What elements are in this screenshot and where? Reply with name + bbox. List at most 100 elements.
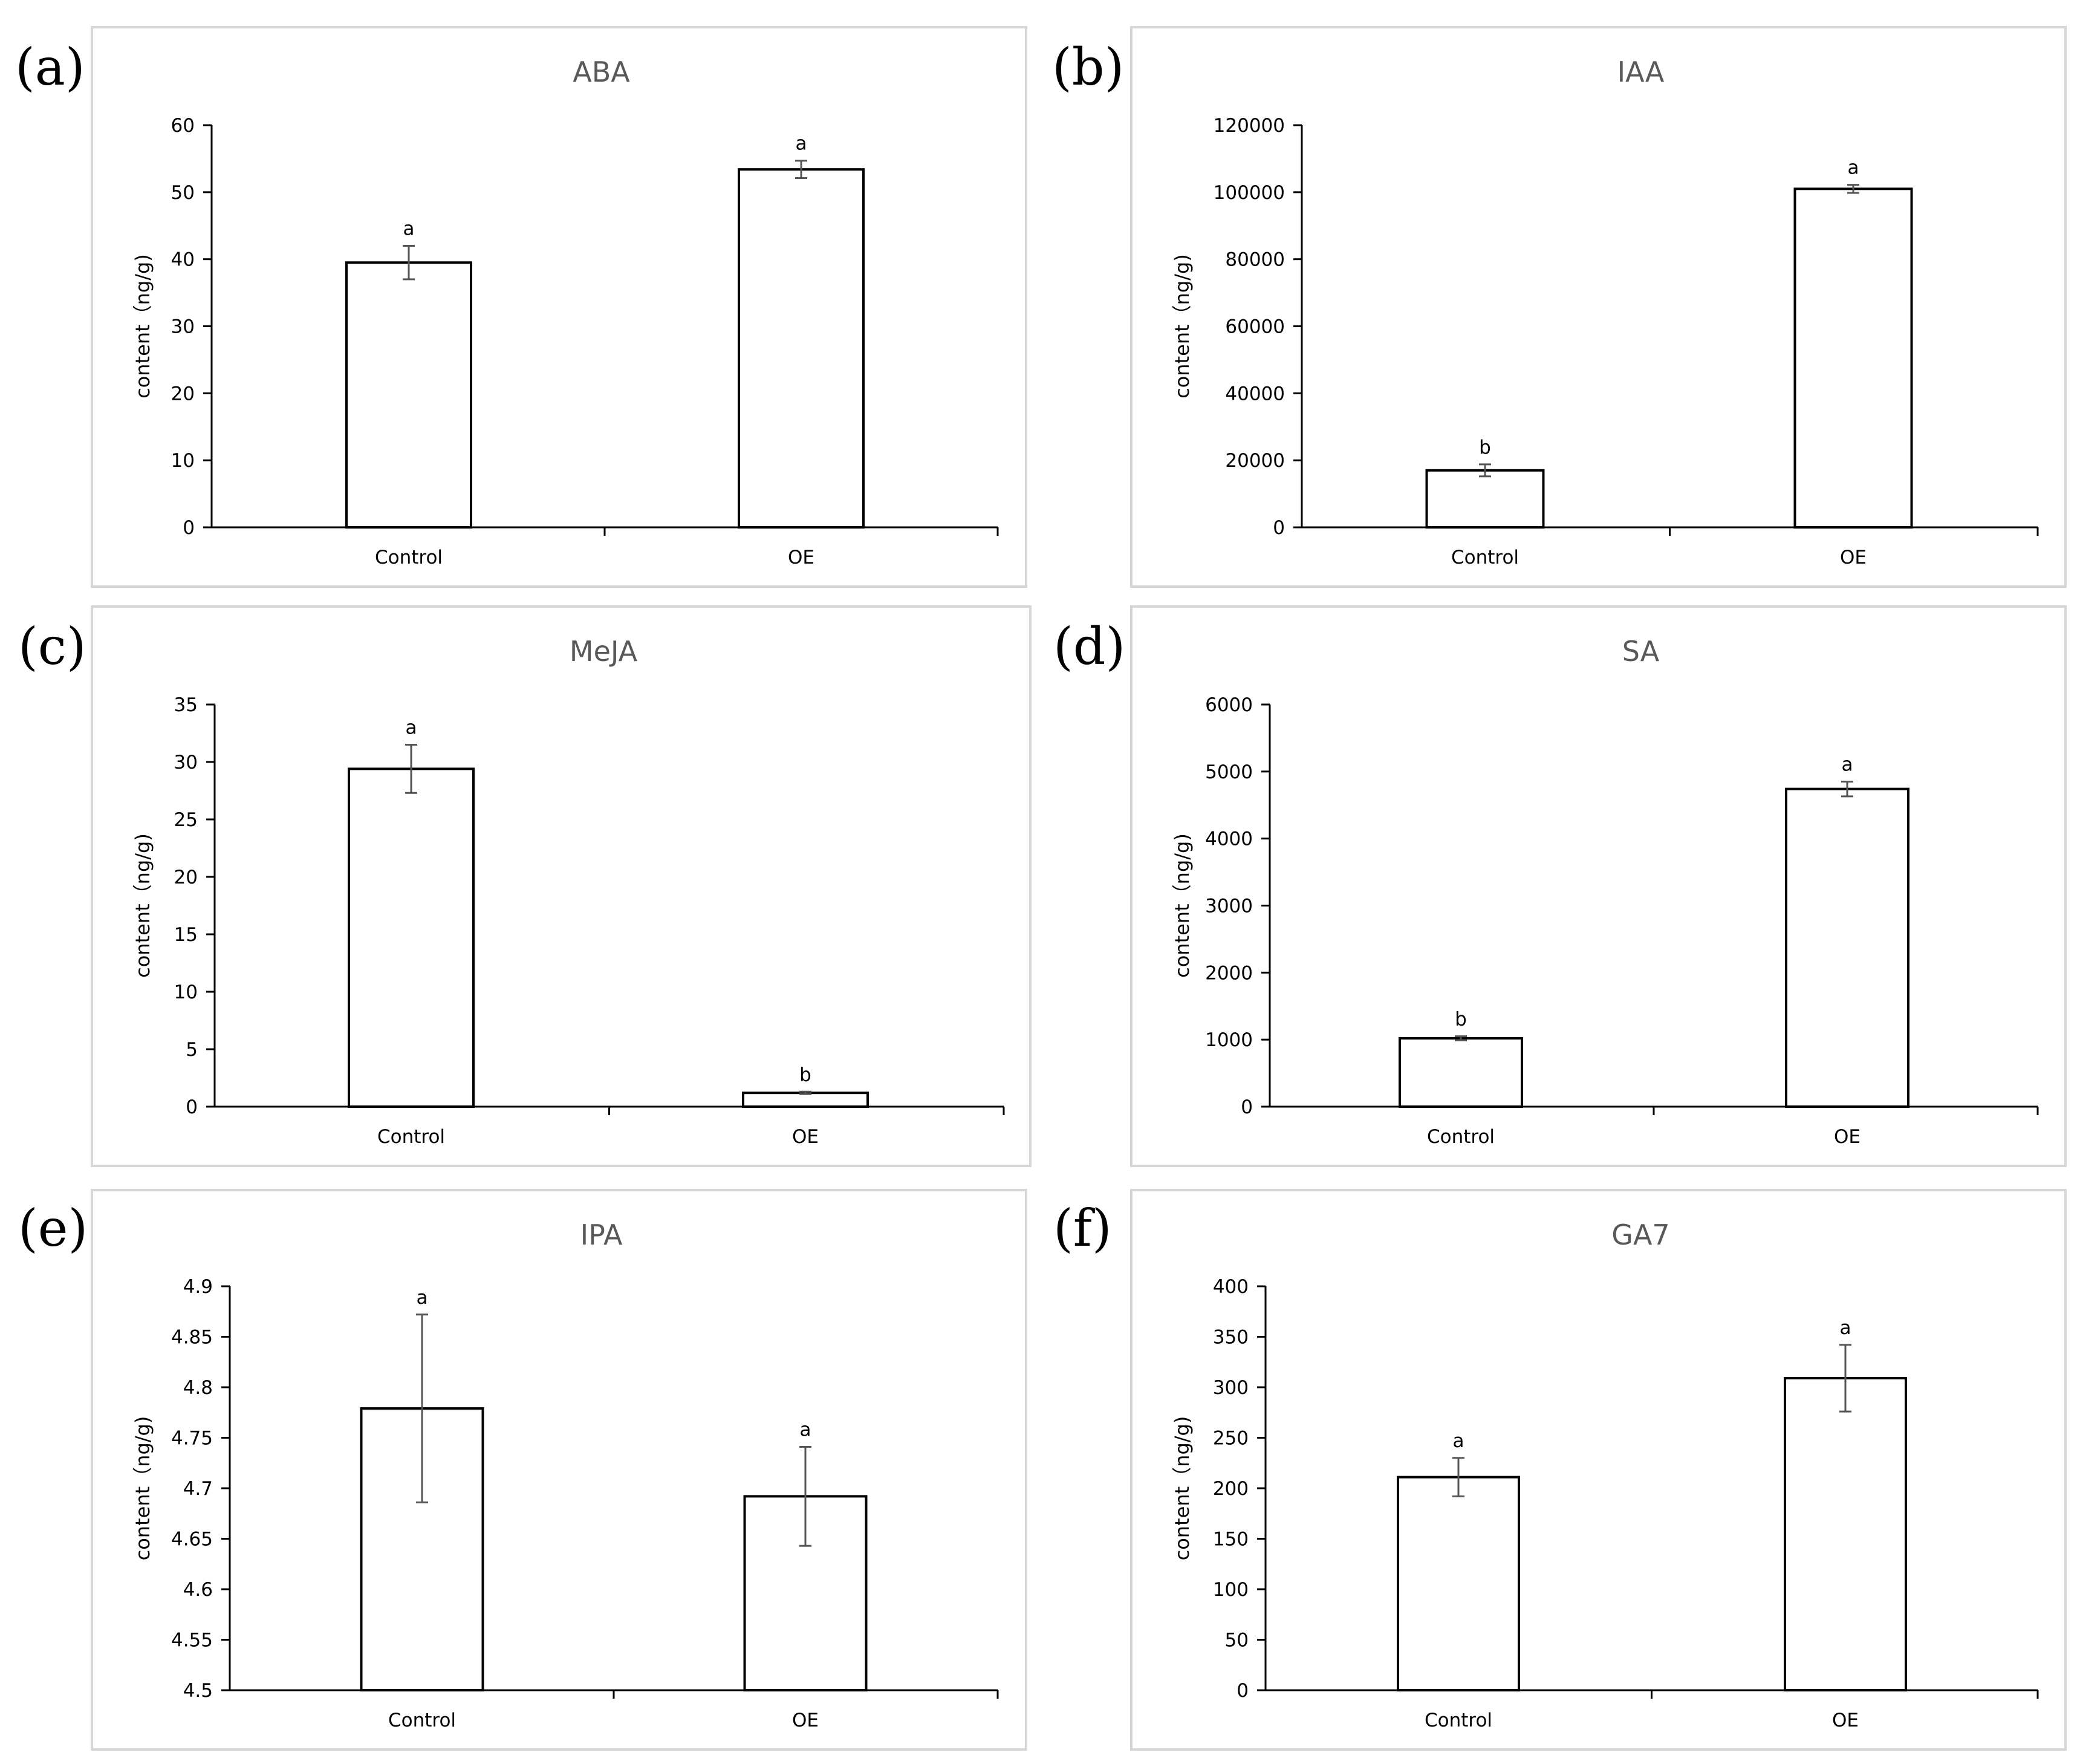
chart-panel-e: (e) IPA 4.5 4.55 4.6 4.65 4.7 4.75 4.8 4.85 4.9 con… [18, 1189, 1027, 1751]
y-axis-label: content（ng/g) [1171, 1416, 1194, 1561]
error-bar [1452, 1457, 1464, 1497]
chart-title: ABA [573, 56, 630, 88]
significance-letter: a [403, 218, 415, 240]
y-tick-label: 2000 [1205, 962, 1253, 984]
error-bar [799, 1446, 811, 1547]
x-category-label: OE [792, 1710, 819, 1731]
chart-panel-a: (a) ABA 0 10 20 30 40 50 60 content（ng/g) a Control… [15, 26, 1027, 588]
x-category-label: OE [792, 1126, 819, 1148]
error-bar [1479, 463, 1491, 478]
y-tick-label: 60 [171, 115, 195, 137]
significance-letter: a [796, 133, 807, 155]
panel-label: (f) [1053, 1199, 1112, 1258]
error-bar [403, 245, 415, 281]
bar-oe [1784, 1376, 1907, 1691]
x-category-label: Control [377, 1126, 445, 1148]
y-tick-label: 4.9 [183, 1276, 213, 1298]
x-category-label: Control [375, 547, 443, 568]
x-category-label: Control [1451, 547, 1519, 568]
y-tick-label: 30 [171, 316, 195, 338]
y-tick-label: 50 [1225, 1630, 1249, 1652]
y-tick-label: 35 [174, 694, 198, 716]
y-tick-label: 5 [186, 1039, 198, 1061]
y-tick-label: 6000 [1205, 694, 1253, 716]
y-tick-label: 300 [1213, 1377, 1249, 1399]
error-bar [416, 1313, 428, 1503]
bar-oe [1785, 787, 1909, 1108]
panel-label: (c) [18, 617, 86, 676]
significance-letter: a [1848, 157, 1859, 179]
chart-panel-d: (d) SA 0 1000 2000 3000 4000 5000 6000 content（ng… [1053, 605, 2067, 1167]
bar-control [348, 767, 475, 1108]
y-tick-label: 200 [1213, 1478, 1249, 1500]
significance-letter: b [799, 1064, 811, 1085]
bar-oe [738, 168, 865, 529]
chart-title: MeJA [570, 635, 638, 668]
y-tick-label: 0 [1237, 1680, 1249, 1702]
error-bar [405, 744, 417, 794]
y-tick-label: 4.75 [171, 1428, 213, 1450]
bar-control [345, 261, 472, 529]
y-tick-label: 4.55 [171, 1630, 213, 1652]
y-axis-label: content（ng/g) [131, 1416, 154, 1561]
chart-title: SA [1622, 635, 1660, 668]
bar-oe [1793, 187, 1913, 529]
y-tick-label: 4000 [1205, 828, 1253, 850]
bar-control [1397, 1476, 1520, 1691]
panel-label: (d) [1053, 617, 1125, 676]
x-category-label: Control [1427, 1126, 1495, 1148]
y-tick-label: 20 [171, 383, 195, 405]
y-tick-label: 4.7 [183, 1478, 213, 1500]
chart-panel-b: (b) IAA 0 20000 40000 60000 80000 100000 120000 c… [1052, 26, 2067, 588]
error-bar [1839, 1344, 1851, 1413]
panel-frame [1130, 605, 2067, 1167]
y-tick-label: 1000 [1205, 1029, 1253, 1051]
y-tick-label: 5000 [1205, 761, 1253, 783]
significance-letter: b [1455, 1009, 1467, 1030]
chart-panel-c: (c) MeJA 0 5 10 15 20 25 30 35 content（ng/g) a Contr… [18, 605, 1032, 1167]
y-tick-label: 10 [174, 981, 198, 1003]
y-tick-label: 30 [174, 752, 198, 773]
panel-frame [91, 1189, 1027, 1751]
y-tick-label: 0 [1273, 517, 1285, 539]
significance-letter: a [417, 1287, 428, 1309]
significance-letter: a [1453, 1430, 1464, 1452]
y-tick-label: 25 [174, 809, 198, 831]
y-tick-label: 80000 [1225, 249, 1285, 271]
significance-letter: b [1479, 437, 1491, 458]
panel-label: (a) [15, 37, 85, 97]
y-tick-label: 15 [174, 924, 198, 946]
y-tick-label: 4.5 [183, 1680, 213, 1702]
y-tick-label: 3000 [1205, 896, 1253, 917]
panel-label: (e) [18, 1199, 88, 1258]
x-category-label: OE [1832, 1710, 1859, 1731]
y-tick-label: 400 [1213, 1276, 1249, 1298]
significance-letter: a [1840, 1317, 1851, 1339]
panel-frame [1130, 1189, 2067, 1751]
y-tick-label: 50 [171, 182, 195, 204]
significance-letter: a [1842, 753, 1853, 775]
x-category-label: OE [788, 547, 814, 568]
y-tick-label: 350 [1213, 1327, 1249, 1349]
significance-letter: a [800, 1419, 811, 1441]
panel-frame [1130, 26, 2067, 588]
bar-oe [742, 1092, 869, 1108]
y-tick-label: 20000 [1225, 450, 1285, 472]
y-tick-label: 120000 [1214, 115, 1285, 137]
error-bar [1841, 780, 1853, 798]
chart-title: GA7 [1611, 1219, 1669, 1251]
y-axis-label: content（ng/g) [131, 833, 154, 978]
error-bar [799, 1090, 811, 1095]
chart-title: IAA [1617, 56, 1665, 88]
y-tick-label: 100000 [1214, 182, 1285, 204]
x-category-label: OE [1834, 1126, 1861, 1148]
y-axis-label: content（ng/g) [131, 254, 154, 399]
y-tick-label: 0 [183, 517, 195, 539]
significance-letter: a [406, 717, 417, 739]
y-tick-label: 250 [1213, 1428, 1249, 1450]
y-tick-label: 150 [1213, 1529, 1249, 1551]
x-category-label: Control [388, 1710, 456, 1731]
x-category-label: OE [1840, 547, 1867, 568]
bar-control [1399, 1037, 1523, 1108]
